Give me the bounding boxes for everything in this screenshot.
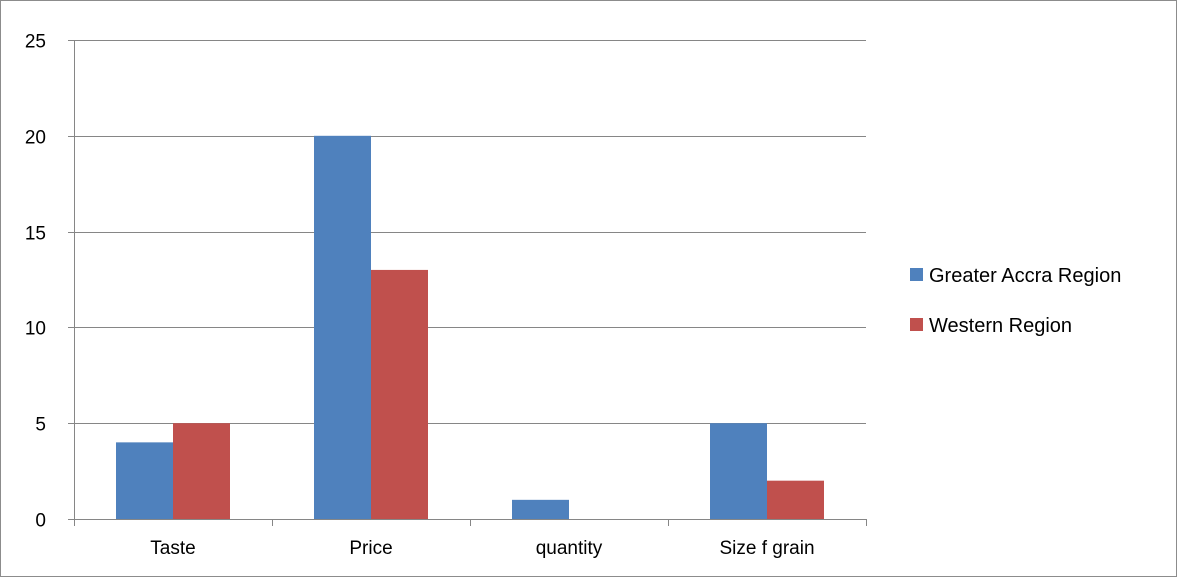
- y-tick-label-0: 0: [35, 511, 46, 532]
- x-tick-label-taste: Taste: [150, 538, 195, 559]
- x-tick-label-size-f-grain: Size f grain: [719, 538, 814, 559]
- bar-western-region-size-f-grain: [767, 480, 824, 519]
- gridlines: [74, 40, 866, 424]
- y-tick-label-5: 5: [35, 415, 46, 436]
- bar-western-region-taste: [173, 423, 230, 519]
- y-tick-label-20: 20: [25, 128, 46, 149]
- x-tick-label-quantity: quantity: [536, 538, 603, 559]
- bar-greater-accra-region-size-f-grain: [710, 423, 767, 519]
- bar-greater-accra-region-price: [314, 135, 371, 520]
- legend-swatch-greater-accra-region: [910, 268, 923, 281]
- y-tick-label-25: 25: [25, 32, 46, 53]
- tick-labels: 0 5 10 15 20 25 Taste Price quantity Size f grain: [25, 32, 815, 560]
- y-tick-label-15: 15: [25, 224, 46, 245]
- legend-label-greater-accra-region: Greater Accra Region: [929, 265, 1121, 287]
- x-tick-label-price: Price: [349, 538, 392, 559]
- bar-western-region-price: [371, 269, 428, 519]
- bar-greater-accra-region-quantity: [512, 499, 569, 519]
- bar-greater-accra-region-taste: [116, 442, 173, 519]
- legend: Greater Accra Region Western Region: [910, 265, 1121, 337]
- legend-label-western-region: Western Region: [929, 315, 1072, 337]
- legend-swatch-western-region: [910, 318, 923, 331]
- bars: [116, 135, 824, 520]
- y-tick-label-10: 10: [25, 319, 46, 340]
- axes: [68, 40, 867, 526]
